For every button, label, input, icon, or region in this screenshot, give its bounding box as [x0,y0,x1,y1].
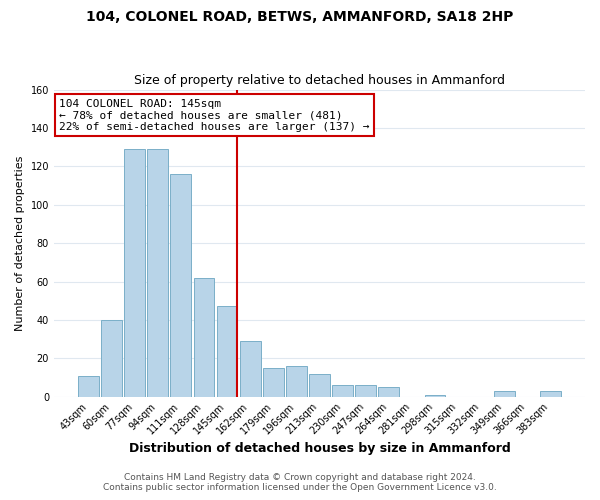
Text: 104, COLONEL ROAD, BETWS, AMMANFORD, SA18 2HP: 104, COLONEL ROAD, BETWS, AMMANFORD, SA1… [86,10,514,24]
Bar [540,391,561,396]
Bar [286,366,307,396]
X-axis label: Distribution of detached houses by size in Ammanford: Distribution of detached houses by size … [128,442,511,455]
Bar [170,174,191,396]
Bar [355,385,376,396]
Title: Size of property relative to detached houses in Ammanford: Size of property relative to detached ho… [134,74,505,87]
Y-axis label: Number of detached properties: Number of detached properties [15,156,25,331]
Text: Contains HM Land Registry data © Crown copyright and database right 2024.
Contai: Contains HM Land Registry data © Crown c… [103,473,497,492]
Bar [309,374,330,396]
Bar [124,149,145,396]
Bar [101,320,122,396]
Bar [194,278,214,396]
Bar [425,395,445,396]
Bar [240,341,260,396]
Bar [148,149,168,396]
Bar [263,368,284,396]
Bar [379,387,399,396]
Bar [494,391,515,396]
Bar [217,306,238,396]
Bar [78,376,99,396]
Bar [332,385,353,396]
Text: 104 COLONEL ROAD: 145sqm
← 78% of detached houses are smaller (481)
22% of semi-: 104 COLONEL ROAD: 145sqm ← 78% of detach… [59,99,370,132]
